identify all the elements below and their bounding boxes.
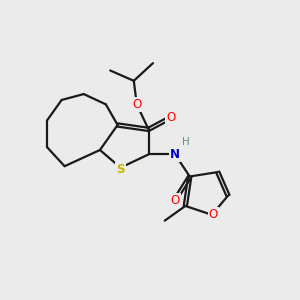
Text: N: N bbox=[170, 148, 180, 161]
Text: O: O bbox=[170, 194, 180, 207]
Text: S: S bbox=[116, 163, 125, 176]
Text: H: H bbox=[182, 137, 190, 147]
Text: O: O bbox=[166, 111, 175, 124]
Text: O: O bbox=[209, 208, 218, 221]
Text: O: O bbox=[132, 98, 141, 111]
